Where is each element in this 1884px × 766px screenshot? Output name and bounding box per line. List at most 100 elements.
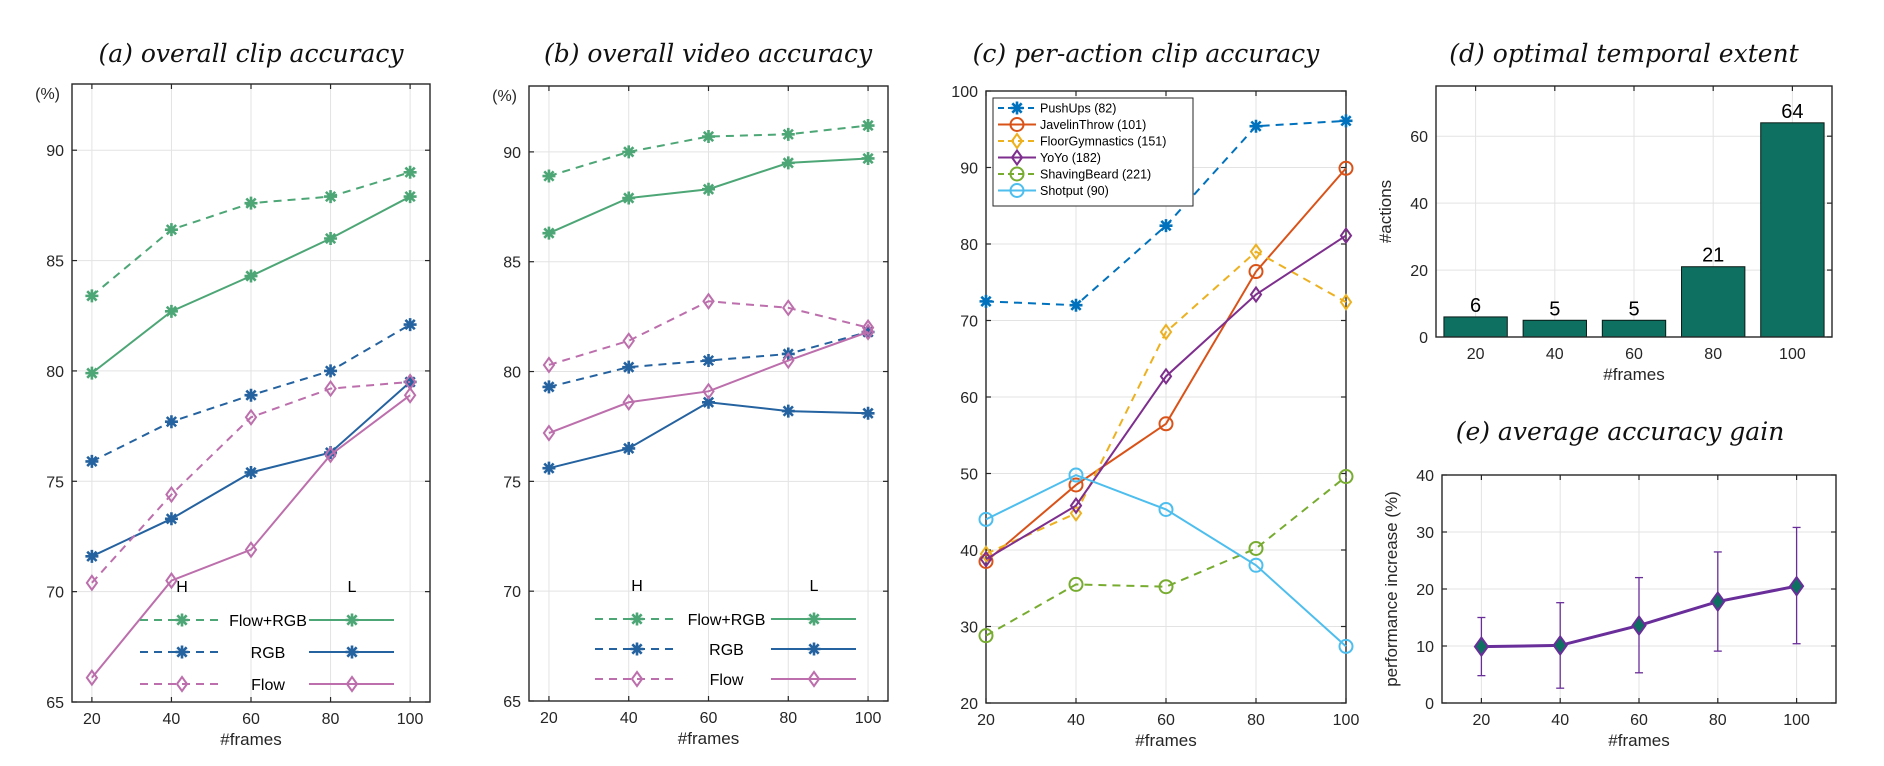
legend-entry-flow: Flow xyxy=(595,670,856,689)
y-tick-label: 60 xyxy=(960,390,978,407)
data-point xyxy=(1249,285,1263,304)
x-tick-label: 20 xyxy=(1473,712,1491,729)
legend-entry: PushUps (82) xyxy=(998,101,1116,116)
data-point xyxy=(244,196,258,210)
x-tick-label: 100 xyxy=(1333,712,1360,729)
data-point xyxy=(542,461,556,475)
data-point xyxy=(702,382,715,401)
data-point xyxy=(622,145,636,159)
bar-20 xyxy=(1443,316,1508,338)
data-point xyxy=(702,292,715,310)
data-point xyxy=(324,190,338,204)
legend-marker xyxy=(175,645,189,659)
x-tick-label: 60 xyxy=(700,710,718,727)
data-point xyxy=(1338,638,1354,654)
legend-entry: ShavingBeard (221) xyxy=(998,166,1151,182)
data-point xyxy=(542,226,556,240)
series-pushups-82- xyxy=(979,114,1353,312)
legend-entry: YoYo (182) xyxy=(998,148,1101,167)
x-tick-label: 40 xyxy=(1546,346,1564,363)
series-shotput-90- xyxy=(978,467,1354,654)
bar-100 xyxy=(1760,122,1825,338)
legend-marker xyxy=(1009,117,1025,132)
y-tick-label: 75 xyxy=(46,474,64,491)
data-point xyxy=(1159,367,1173,386)
data-point xyxy=(85,574,99,592)
legend-marker xyxy=(1010,148,1024,167)
legend-marker xyxy=(807,670,821,688)
data-point xyxy=(85,366,99,380)
y-tick-label: 70 xyxy=(960,314,978,331)
legend-marker xyxy=(175,675,189,693)
series-flow-l- xyxy=(85,386,417,687)
x-tick-label: 80 xyxy=(779,710,797,727)
data-point xyxy=(1069,504,1083,522)
series-flow-rgb-h- xyxy=(85,165,417,303)
data-point xyxy=(542,380,556,394)
x-axis-label: #frames xyxy=(1135,731,1196,750)
series-rgb-l- xyxy=(542,395,875,475)
x-tick-label: 100 xyxy=(1779,346,1806,363)
data-point xyxy=(164,415,178,429)
x-axis-label: #frames xyxy=(220,730,281,749)
y-axis-label: performance increase (%) xyxy=(1382,491,1401,687)
legend-header-h: H xyxy=(176,579,188,596)
x-axis-label: #frames xyxy=(1603,365,1664,384)
y-tick-label: 90 xyxy=(46,143,64,160)
legend-label: Flow xyxy=(251,677,285,694)
data-point xyxy=(165,571,178,590)
data-point xyxy=(85,289,99,303)
data-point xyxy=(403,318,417,332)
data-point xyxy=(1249,119,1263,133)
chart-title: (c) per-action clip accuracy xyxy=(973,39,1321,68)
legend-marker xyxy=(345,675,359,693)
bar-value-label: 21 xyxy=(1702,245,1724,267)
legend-entry: FloorGymnastics (151) xyxy=(998,132,1166,150)
series-line xyxy=(985,475,1347,637)
data-point xyxy=(979,550,993,568)
legend-marker xyxy=(1009,166,1025,182)
legend-marker xyxy=(630,642,644,656)
data-point xyxy=(1788,575,1805,597)
data-point xyxy=(978,511,994,527)
legend-header-l: L xyxy=(810,578,819,595)
x-tick-label: 100 xyxy=(397,711,424,728)
data-point xyxy=(1069,496,1083,515)
legend: PushUps (82) JavelinThrow (101) FloorGymna… xyxy=(992,97,1194,207)
legend-marker xyxy=(630,612,644,626)
data-point xyxy=(244,269,258,283)
legend-entry-rgb: RGB xyxy=(140,645,394,662)
x-tick-label: 100 xyxy=(1783,712,1810,729)
data-point xyxy=(1473,635,1490,658)
legend-marker xyxy=(1010,101,1024,115)
data-point xyxy=(1339,114,1353,128)
data-point xyxy=(1068,467,1084,483)
y-tick-label: 85 xyxy=(503,255,521,272)
series-line xyxy=(985,167,1347,563)
data-point xyxy=(324,232,338,245)
series-average-gain xyxy=(1473,526,1805,689)
x-tick-label: 20 xyxy=(83,711,101,728)
series-flow-l- xyxy=(542,323,875,442)
series-line xyxy=(91,380,411,584)
y-tick-label: 80 xyxy=(503,365,521,382)
legend-box xyxy=(992,97,1194,207)
x-tick-label: 60 xyxy=(1625,346,1643,363)
legend-marker xyxy=(345,613,359,627)
legend-label: Flow xyxy=(710,672,744,689)
legend-marker xyxy=(175,613,189,627)
y-tick-label: 100 xyxy=(951,84,978,101)
chart-b: 20 40 60 80 100 65 70 75 80 85 90 (b) overall video… xyxy=(492,39,889,748)
data-point xyxy=(1158,501,1174,517)
bar-40 xyxy=(1522,319,1587,338)
legend-label: Flow+RGB xyxy=(229,613,307,630)
data-point xyxy=(861,406,875,420)
data-point xyxy=(1338,469,1354,485)
chart-c: 20 40 60 80 100 20 30 40 50 60 70 80 90 100 (c) per-ac… xyxy=(951,39,1359,750)
series-yoyo-182- xyxy=(979,226,1353,568)
y-tick-label: 30 xyxy=(1416,525,1434,542)
data-point xyxy=(164,512,178,526)
series-line xyxy=(985,473,1347,648)
legend-label: PushUps (82) xyxy=(1040,102,1116,116)
data-point xyxy=(861,119,875,133)
